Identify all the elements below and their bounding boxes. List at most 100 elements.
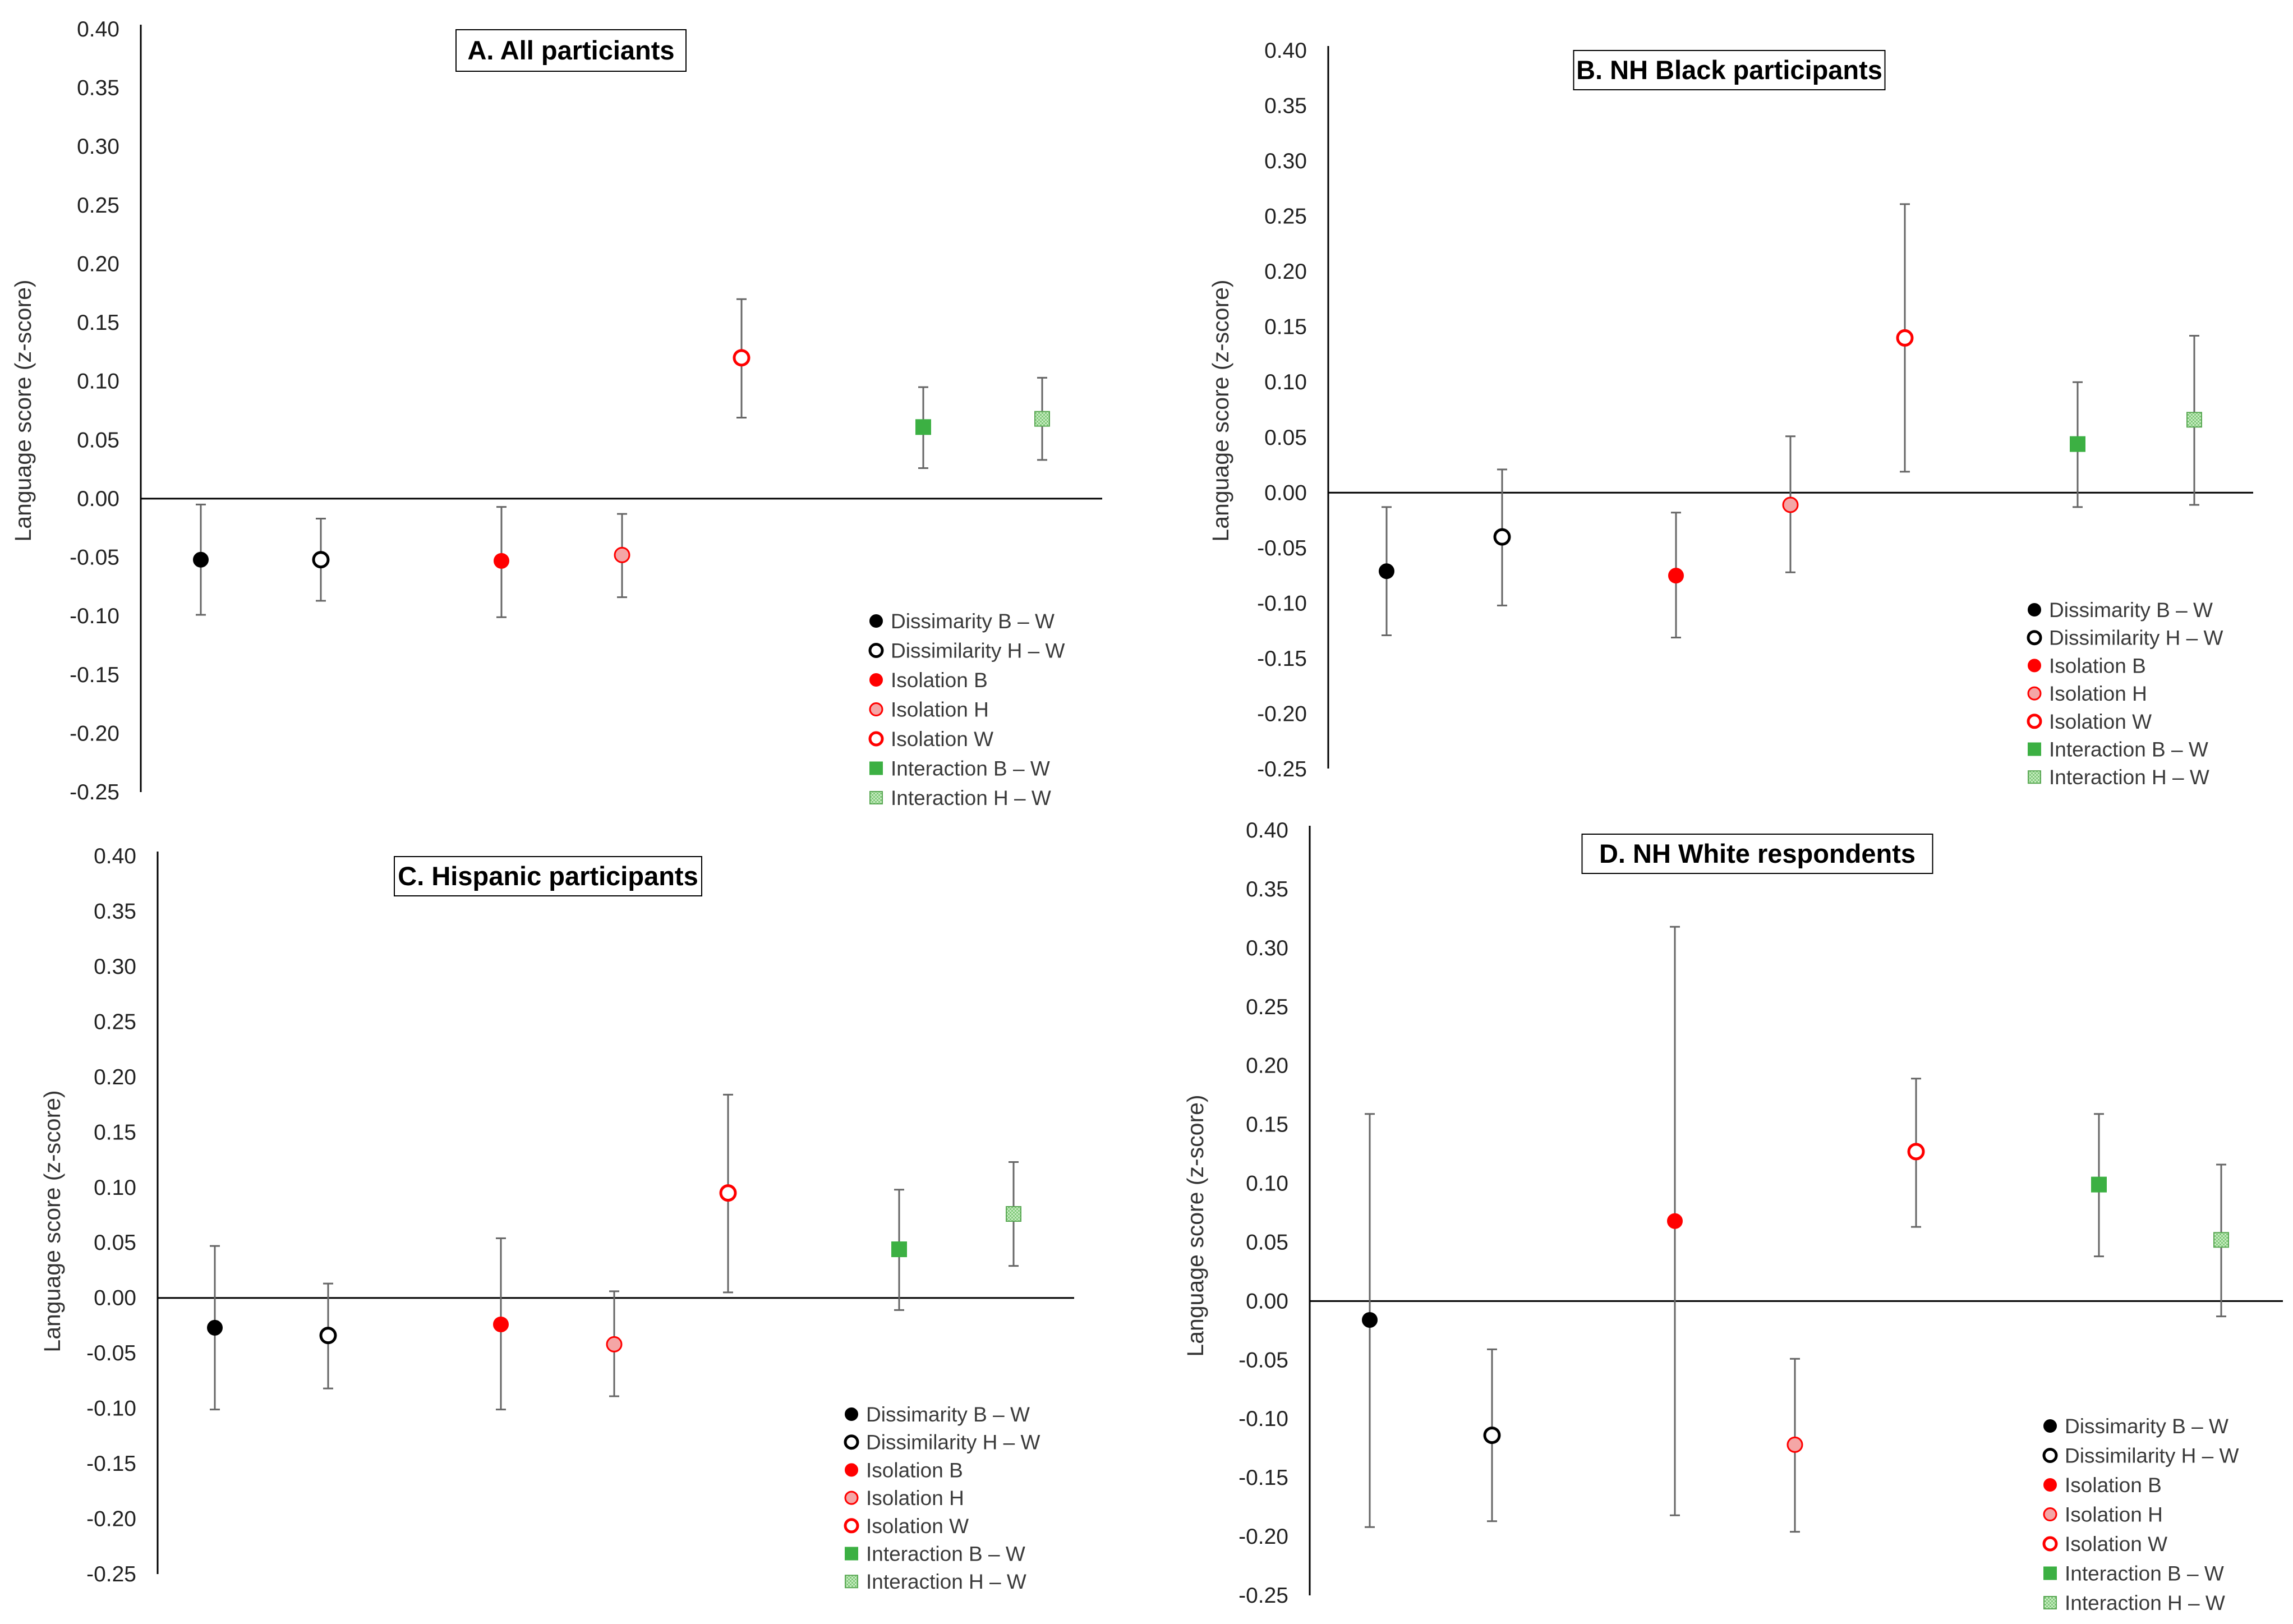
- data-point-2: [319, 1327, 337, 1345]
- y-tick-label: -0.15: [1257, 647, 1307, 671]
- panel-title: B. NH Black participants: [1576, 55, 1882, 85]
- legend-label: Isolation H: [2049, 682, 2147, 705]
- legend-marker-7: [845, 1575, 858, 1589]
- legend-marker-5: [844, 1518, 859, 1534]
- data-point-1: [1379, 563, 1394, 579]
- panel-title-box: [1581, 834, 1933, 874]
- legend-label: Interaction H – W: [866, 1570, 1026, 1593]
- panel-b: 0.40 0.35 0.30 0.25 0.20 0.15 0.10 0.05 0.00 -0.0…: [1208, 39, 2253, 789]
- y-tick-label: 0.35: [1246, 877, 1288, 901]
- data-point-6: [2091, 1176, 2107, 1193]
- legend-label: Isolation W: [2065, 1533, 2167, 1556]
- y-tick-label: -0.05: [1238, 1348, 1288, 1372]
- data-point-7: [1034, 411, 1050, 427]
- legend-label: Isolation B: [2065, 1474, 2162, 1497]
- data-point-1: [193, 551, 209, 568]
- legend-label: Dissimilarity H – W: [2065, 1444, 2239, 1467]
- legend-marker-7: [2028, 770, 2041, 784]
- data-point-6: [891, 1241, 907, 1258]
- data-point-7: [2213, 1232, 2229, 1248]
- y-tick-label: -0.10: [1238, 1407, 1288, 1431]
- legend-label: Dissimarity B – W: [891, 610, 1055, 633]
- legend-label: Interaction H – W: [2065, 1591, 2225, 1614]
- y-tick-label: 0.30: [77, 135, 119, 159]
- legend-marker-4: [2043, 1507, 2057, 1521]
- legend-marker-3: [2043, 1478, 2057, 1492]
- legend-label: Dissimilarity H – W: [2049, 627, 2223, 650]
- legend-marker-4: [2027, 686, 2042, 701]
- legend-label: Isolation W: [866, 1515, 969, 1538]
- y-tick-label: -0.05: [86, 1341, 136, 1365]
- legend-label: Dissimarity B – W: [2049, 599, 2213, 622]
- data-point-5: [733, 349, 750, 367]
- y-tick-label: -0.20: [1257, 702, 1307, 726]
- y-tick-label: 0.20: [1246, 1054, 1288, 1078]
- y-tick-label: 0.15: [1264, 315, 1307, 339]
- y-tick-label: 0.00: [94, 1286, 136, 1310]
- y-tick-label: 0.30: [94, 955, 136, 979]
- data-point-2: [312, 551, 330, 569]
- legend-marker-1: [845, 1407, 858, 1421]
- legend-marker-3: [845, 1463, 858, 1477]
- data-point-4: [606, 1336, 623, 1352]
- data-point-4: [614, 546, 630, 563]
- data-point-3: [494, 553, 509, 569]
- legend-label: Interaction H – W: [891, 786, 1051, 809]
- y-tick-label: 0.35: [94, 899, 136, 923]
- y-tick-label: -0.25: [86, 1562, 136, 1586]
- data-point-2: [1483, 1427, 1501, 1444]
- y-tick-label: -0.10: [1257, 591, 1307, 615]
- y-tick-label: 0.10: [77, 370, 119, 394]
- data-point-3: [1667, 1213, 1683, 1229]
- y-tick-label: 0.35: [1264, 94, 1307, 118]
- legend-label: Dissimilarity H – W: [866, 1431, 1040, 1454]
- panel-d: 0.40 0.35 0.30 0.25 0.20 0.15 0.10 0.05 0.00 -0.0…: [1182, 818, 2283, 1614]
- y-tick-label: -0.20: [70, 721, 119, 746]
- data-point-4: [1786, 1436, 1803, 1453]
- y-tick-label: -0.20: [1238, 1525, 1288, 1549]
- legend-label: Interaction H – W: [2049, 766, 2209, 789]
- y-tick-label: 0.05: [77, 428, 119, 452]
- y-tick-label: 0.25: [1264, 205, 1307, 229]
- data-point-5: [1896, 329, 1914, 347]
- panel-title: A. All particiants: [467, 35, 674, 65]
- y-tick-label: 0.10: [94, 1176, 136, 1200]
- panel-title: C. Hispanic participants: [398, 861, 698, 891]
- legend-label: Isolation W: [891, 728, 993, 751]
- data-point-1: [1362, 1312, 1378, 1328]
- y-tick-label: 0.05: [1246, 1230, 1288, 1254]
- data-point-6: [915, 419, 931, 435]
- panel-title: D. NH White respondents: [1599, 839, 1916, 868]
- legend-marker-1: [2028, 603, 2041, 617]
- panel-a: 0.40 0.35 0.30 0.25 0.20 0.15 0.10 0.05 0.00 -0.0…: [10, 17, 1102, 809]
- data-point-1: [207, 1319, 223, 1336]
- legend-marker-2: [2027, 630, 2042, 646]
- y-tick-label: -0.15: [1238, 1466, 1288, 1490]
- y-axis-label: Language score (z-score): [1208, 279, 1233, 541]
- legend-label: Interaction B – W: [866, 1543, 1025, 1566]
- y-tick-label: 0.30: [1246, 936, 1288, 960]
- data-point-2: [1493, 528, 1511, 546]
- legend-marker-7: [2043, 1596, 2057, 1609]
- legend-label: Interaction B – W: [891, 757, 1050, 780]
- y-tick-label: 0.10: [1264, 370, 1307, 394]
- legend-marker-2: [868, 643, 884, 658]
- data-point-4: [1782, 496, 1799, 513]
- y-tick-label: 0.25: [77, 194, 119, 218]
- y-tick-label: 0.30: [1264, 149, 1307, 173]
- data-point-5: [1907, 1143, 1925, 1161]
- y-tick-label: 0.20: [94, 1065, 136, 1089]
- legend-marker-7: [869, 791, 883, 804]
- y-tick-label: -0.25: [1238, 1584, 1288, 1608]
- legend-marker-3: [2028, 659, 2041, 673]
- y-tick-label: 0.35: [77, 76, 119, 100]
- y-tick-label: 0.00: [1246, 1289, 1288, 1313]
- y-axis-label: Language score (z-score): [39, 1090, 65, 1352]
- y-tick-label: 0.25: [94, 1010, 136, 1034]
- legend-marker-6: [2043, 1566, 2057, 1580]
- legend-label: Interaction B – W: [2049, 738, 2208, 761]
- data-point-7: [2186, 412, 2202, 428]
- y-tick-label: -0.15: [86, 1452, 136, 1476]
- y-tick-label: -0.25: [1257, 757, 1307, 781]
